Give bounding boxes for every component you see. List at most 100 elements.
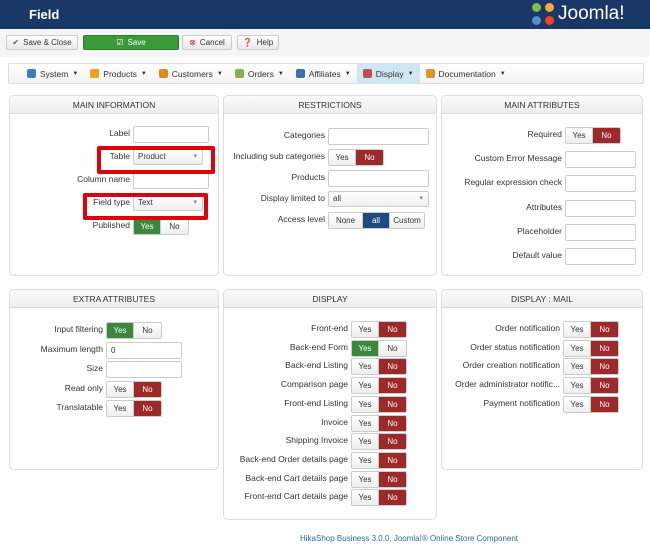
- main-menu: System ▼ Products ▼ Customers ▼ Orders ▼ Affilia…: [8, 63, 644, 84]
- read-only-option-yes[interactable]: Yes: [107, 381, 134, 397]
- default-value-input[interactable]: [565, 248, 636, 265]
- menu-label: Documentation: [438, 68, 496, 79]
- front-end-option-yes[interactable]: Yes: [352, 322, 379, 337]
- field-row-categories: Categories: [224, 128, 429, 145]
- categories-input[interactable]: [328, 128, 429, 145]
- help-button[interactable]: ❓ Help: [237, 35, 279, 50]
- menu-documentation[interactable]: Documentation ▼: [420, 64, 512, 83]
- translatable-option-no[interactable]: No: [134, 401, 161, 416]
- access-level-option-none[interactable]: None: [329, 213, 363, 228]
- back-end-order-details-page-option-yes[interactable]: Yes: [352, 452, 379, 468]
- including-sub-categories-option-no[interactable]: No: [356, 150, 383, 165]
- comparison-page-option-no[interactable]: No: [379, 378, 406, 394]
- including-sub-categories-option-yes[interactable]: Yes: [329, 150, 356, 165]
- save-close-button[interactable]: ✔ Save & Close: [6, 35, 78, 50]
- shipping-invoice-option-yes[interactable]: Yes: [352, 434, 379, 450]
- highlight-table: [97, 146, 215, 174]
- field-label: Default value: [512, 250, 562, 260]
- published-option-no[interactable]: No: [161, 219, 188, 234]
- menu-products[interactable]: Products ▼: [84, 64, 153, 83]
- menu-customers[interactable]: Customers ▼: [153, 64, 229, 83]
- menu-system[interactable]: System ▼: [21, 64, 84, 83]
- save-button[interactable]: ☑ Save: [83, 35, 179, 50]
- field-label: Size: [86, 363, 103, 373]
- shipping-invoice-option-no[interactable]: No: [379, 434, 406, 450]
- order-status-notification-option-no[interactable]: No: [591, 340, 618, 356]
- required-toggle: Yes No: [565, 127, 621, 144]
- field-row-default-value: Default value: [442, 248, 636, 265]
- required-option-no[interactable]: No: [593, 128, 620, 143]
- field-row-attributes: Attributes: [442, 199, 636, 217]
- order-creation-notification-option-yes[interactable]: Yes: [564, 359, 591, 375]
- payment-notification-option-yes[interactable]: Yes: [564, 396, 591, 412]
- cancel-button[interactable]: ⊗ Cancel: [182, 35, 232, 50]
- field-label: Order administrator notific...: [455, 379, 560, 390]
- menu-label: Products: [103, 68, 137, 79]
- back-end-form-option-yes[interactable]: Yes: [352, 340, 379, 356]
- size-input[interactable]: [106, 361, 182, 378]
- back-end-listing-option-no[interactable]: No: [379, 359, 406, 375]
- field-row-front-end: Front-end Yes No: [224, 321, 407, 338]
- invoice-option-yes[interactable]: Yes: [352, 415, 379, 431]
- order-notification-option-no[interactable]: No: [591, 322, 618, 337]
- field-row-order-administrator-notific: Order administrator notific... Yes No: [442, 377, 619, 395]
- field-label: Order status notification: [470, 341, 560, 352]
- field-label: Back-end Form: [289, 341, 348, 352]
- display-limited-to-select[interactable]: all: [328, 191, 429, 207]
- access-level-option-all[interactable]: all: [363, 213, 390, 228]
- front-end-listing-option-yes[interactable]: Yes: [352, 396, 379, 412]
- system-icon: [27, 69, 36, 78]
- order-administrator-notific-option-no[interactable]: No: [591, 378, 618, 394]
- input-filtering-option-yes[interactable]: Yes: [107, 323, 134, 338]
- field-label: Back-end Listing: [285, 360, 348, 371]
- order-notification-option-yes[interactable]: Yes: [564, 322, 591, 337]
- published-option-yes[interactable]: Yes: [134, 219, 161, 234]
- comparison-page-toggle: Yes No: [351, 377, 407, 395]
- required-option-yes[interactable]: Yes: [566, 128, 593, 143]
- front-end-cart-details-page-option-yes[interactable]: Yes: [352, 490, 379, 506]
- read-only-toggle: Yes No: [106, 380, 162, 398]
- field-label: Front-end Listing: [284, 397, 348, 408]
- placeholder-input[interactable]: [565, 223, 636, 241]
- invoice-toggle: Yes No: [351, 414, 407, 432]
- menu-affiliates[interactable]: Affiliates ▼: [290, 64, 357, 83]
- comparison-page-option-yes[interactable]: Yes: [352, 378, 379, 394]
- menu-orders[interactable]: Orders ▼: [229, 64, 290, 83]
- footer-link[interactable]: HikaShop Business 3.0.0, Joomla!® Online…: [300, 534, 519, 543]
- panel-main-information: MAIN INFORMATIONLabelTableProductColumn …: [9, 95, 219, 276]
- products-input[interactable]: [328, 170, 429, 187]
- front-end-option-no[interactable]: No: [379, 322, 406, 337]
- invoice-option-no[interactable]: No: [379, 415, 406, 431]
- front-end-listing-option-no[interactable]: No: [379, 396, 406, 412]
- front-end-cart-details-page-option-no[interactable]: No: [379, 490, 406, 506]
- payment-notification-option-no[interactable]: No: [591, 396, 618, 412]
- field-row-payment-notification: Payment notification Yes No: [442, 395, 619, 413]
- translatable-option-yes[interactable]: Yes: [107, 401, 134, 416]
- back-end-listing-option-yes[interactable]: Yes: [352, 359, 379, 375]
- order-status-notification-option-yes[interactable]: Yes: [564, 340, 591, 356]
- order-administrator-notific-option-yes[interactable]: Yes: [564, 378, 591, 394]
- panel-title: MAIN ATTRIBUTES: [442, 96, 642, 114]
- panel-title: DISPLAY: [224, 290, 436, 308]
- access-level-option-custom[interactable]: Custom: [390, 213, 424, 228]
- back-end-cart-details-page-option-yes[interactable]: Yes: [352, 471, 379, 487]
- panel-display-mail: DISPLAY : MAIL Order notification Yes No Ord…: [441, 289, 643, 470]
- back-end-order-details-page-option-no[interactable]: No: [379, 452, 406, 468]
- back-end-cart-details-page-option-no[interactable]: No: [379, 471, 406, 487]
- read-only-option-no[interactable]: No: [134, 381, 161, 397]
- order-creation-notification-option-no[interactable]: No: [591, 359, 618, 375]
- field-label: Regular expression check: [464, 177, 562, 188]
- input-filtering-option-no[interactable]: No: [134, 323, 161, 338]
- field-row-products: Products: [224, 170, 429, 187]
- maximum-length-input[interactable]: 0: [106, 341, 182, 359]
- attributes-input[interactable]: [565, 199, 636, 217]
- column-name-input[interactable]: [133, 172, 209, 189]
- menu-display[interactable]: Display ▼: [356, 64, 420, 83]
- label-input[interactable]: [133, 126, 209, 143]
- field-label: Read only: [64, 382, 103, 393]
- panel-main-attributes: MAIN ATTRIBUTES Required Yes No Custom Error…: [441, 95, 643, 276]
- panel-extra-attributes: EXTRA ATTRIBUTES Input filtering Yes No Maxi…: [9, 289, 219, 470]
- back-end-form-option-no[interactable]: No: [379, 340, 406, 356]
- custom-error-message-input[interactable]: [565, 151, 636, 169]
- regular-expression-check-input[interactable]: [565, 175, 636, 193]
